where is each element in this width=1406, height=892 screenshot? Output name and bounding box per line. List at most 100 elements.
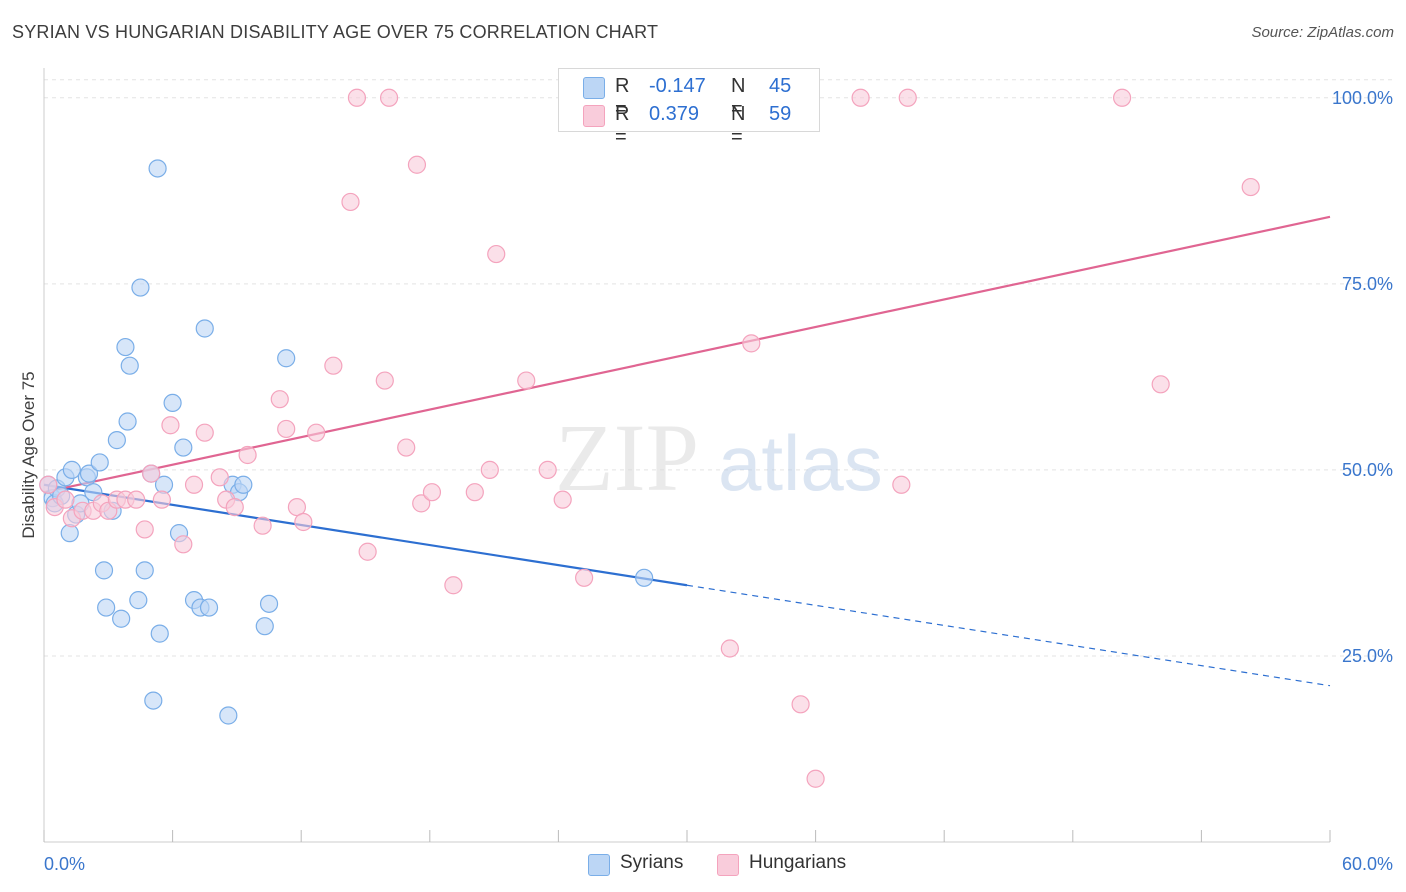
hungarian-point <box>412 494 431 513</box>
axes <box>43 68 1331 843</box>
syrians-legend-swatch <box>588 854 610 876</box>
syrian-point <box>107 431 126 450</box>
syrian-point <box>234 475 253 494</box>
r-value: 0.379 <box>649 103 700 125</box>
hungarian-point <box>127 490 146 509</box>
syrian-point <box>116 337 135 357</box>
syrian-point <box>118 412 137 431</box>
hungarian-point <box>225 497 244 517</box>
syrians-legend-label: Syrians <box>620 852 684 873</box>
syrians-trend-extension <box>686 584 1331 687</box>
syrian-point <box>259 594 279 613</box>
hungarian-point <box>358 542 377 561</box>
hungarian-point <box>538 460 557 479</box>
syrian-point <box>79 464 99 483</box>
hungarian-point <box>444 576 463 595</box>
hungarian-point <box>195 423 214 442</box>
hungarians-legend-swatch <box>717 854 739 876</box>
syrian-point <box>131 278 150 297</box>
syrian-point <box>90 453 109 472</box>
hungarian-point <box>270 390 289 409</box>
syrian-point <box>199 598 219 617</box>
hungarian-point <box>851 88 870 107</box>
y-tick-label: 25.0% <box>1342 646 1393 666</box>
syrian-point <box>60 524 79 543</box>
syrian-point <box>94 561 114 580</box>
hungarian-point <box>720 639 739 658</box>
syrian-point <box>129 591 148 610</box>
hungarian-point <box>161 416 180 435</box>
n-label: N = <box>731 103 746 148</box>
watermark-atlas: atlas <box>718 419 883 507</box>
syrians-swatch <box>583 77 605 99</box>
hungarian-point <box>517 371 536 390</box>
y-tick-label: 75.0% <box>1342 274 1393 294</box>
syrian-point <box>195 319 214 338</box>
hungarian-point <box>791 695 810 714</box>
hungarian-point <box>1151 375 1170 394</box>
hungarians-legend-label: Hungarians <box>749 852 847 873</box>
syrian-point <box>112 609 131 628</box>
syrian-point <box>635 568 654 587</box>
hungarian-point <box>742 334 761 353</box>
hungarian-point <box>238 445 257 465</box>
syrian-point <box>277 349 296 368</box>
hungarian-point <box>422 483 442 502</box>
y-tick-label: 100.0% <box>1332 88 1393 108</box>
chart-title: SYRIAN VS HUNGARIAN DISABILITY AGE OVER … <box>12 22 659 42</box>
hungarian-point <box>347 88 367 107</box>
syrian-point <box>174 438 193 457</box>
hungarian-point <box>135 520 154 539</box>
hungarian-point <box>152 490 171 509</box>
trend-lines <box>43 215 1331 687</box>
r-value: -0.147 <box>649 75 706 97</box>
r-label: R = <box>615 103 630 148</box>
hungarian-point <box>375 371 394 390</box>
n-label: N = <box>731 75 746 120</box>
syrian-point <box>219 706 238 725</box>
syrian-point <box>255 617 274 636</box>
data-points <box>39 88 1260 788</box>
hungarians-swatch <box>583 105 605 127</box>
syrian-point <box>62 460 81 479</box>
hungarian-point <box>277 419 296 439</box>
y-tick-label: 50.0% <box>1342 460 1393 480</box>
y-axis-label: Disability Age Over 75 <box>19 371 38 538</box>
syrian-point <box>97 598 116 617</box>
hungarian-point <box>553 490 572 509</box>
hungarian-point <box>184 475 204 494</box>
watermark-zip: ZIP <box>555 404 699 511</box>
stats-legend: R = -0.147 N = 45 R = 0.379 N = 59 <box>558 68 820 148</box>
hungarian-point <box>407 155 427 174</box>
hungarian-point <box>174 535 193 554</box>
source-note: Source: ZipAtlas.com <box>1251 24 1394 41</box>
n-value: 59 <box>769 103 792 125</box>
hungarian-point <box>253 516 272 535</box>
syrian-point <box>150 624 169 643</box>
syrians-trend-line <box>43 483 688 587</box>
hungarian-point <box>39 475 58 494</box>
hungarian-point <box>210 468 229 487</box>
syrian-point <box>148 159 167 178</box>
r-label: R = <box>615 75 630 120</box>
x-tick-min: 0.0% <box>44 854 85 874</box>
watermark: ZIP atlas <box>555 404 883 511</box>
hungarian-point <box>397 438 416 457</box>
hungarian-point <box>480 460 499 479</box>
hungarian-point <box>1112 88 1132 107</box>
hungarian-point <box>487 244 506 264</box>
hungarian-point <box>898 88 917 107</box>
syrian-point <box>144 691 163 710</box>
hungarian-point <box>465 483 484 502</box>
hungarian-point <box>324 356 343 375</box>
syrian-point <box>163 393 182 413</box>
hungarian-point <box>575 568 594 587</box>
hungarian-point <box>892 475 911 494</box>
hungarians-trend-line <box>43 215 1331 494</box>
hungarian-point <box>56 490 75 509</box>
hungarian-point <box>294 512 313 532</box>
hungarian-point <box>142 464 161 483</box>
hungarian-point <box>806 769 825 788</box>
x-tick-max: 60.0% <box>1342 854 1393 874</box>
